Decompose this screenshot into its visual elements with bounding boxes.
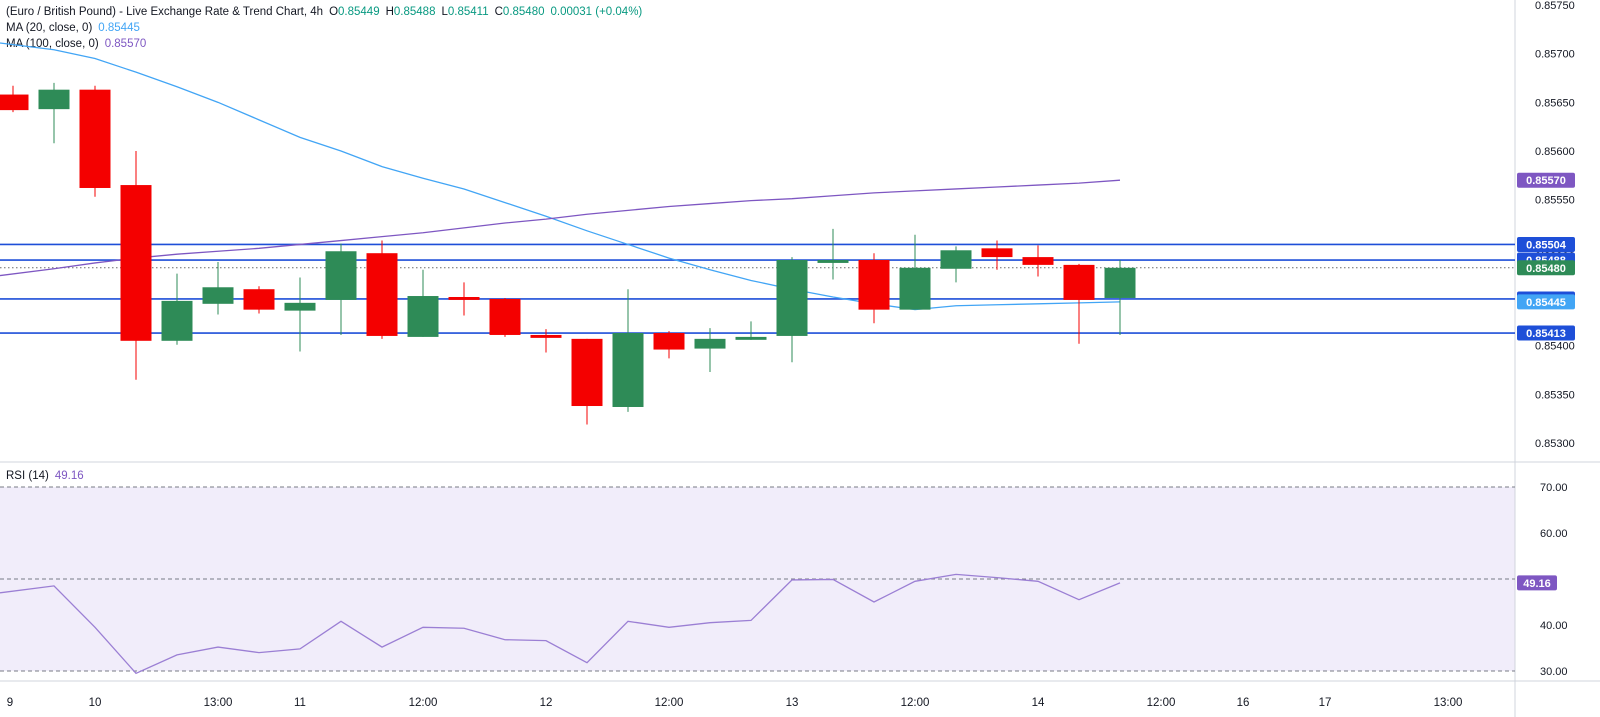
candle-body-down xyxy=(858,260,890,310)
low-label: L xyxy=(441,6,448,18)
candle-body-down xyxy=(366,253,398,336)
open-label: O xyxy=(329,6,339,18)
candle-body-down xyxy=(120,185,152,341)
candle-body-up xyxy=(407,296,439,337)
ma100-line xyxy=(0,179,1121,277)
rsi-value: 49.16 xyxy=(54,470,84,482)
candle-body-up xyxy=(202,287,234,304)
candle-body-down xyxy=(489,298,521,335)
candle-body-up xyxy=(612,333,644,407)
chart-title-row: (Euro / British Pound) - Live Exchange R… xyxy=(6,6,654,18)
time-tick-label: 12:00 xyxy=(409,697,438,709)
price-label: 0.85570 xyxy=(1526,175,1566,187)
candle-body-down xyxy=(981,248,1013,258)
price-label-box xyxy=(1517,172,1575,188)
candle-body-up xyxy=(694,338,726,349)
close-value: 0.85480 xyxy=(502,6,545,18)
rsi-tick-label: 60.00 xyxy=(1540,528,1568,540)
candle-body-down xyxy=(243,289,275,310)
time-tick-label: 17 xyxy=(1319,697,1332,709)
price-label-box xyxy=(1517,325,1575,341)
time-tick-label: 14 xyxy=(1032,697,1045,709)
candle-body-up xyxy=(776,260,808,336)
candle-body-up xyxy=(325,251,357,300)
time-tick-label: 12:00 xyxy=(901,697,930,709)
candle-body-up xyxy=(38,89,70,110)
rsi-legend: RSI (14) 49.16 xyxy=(6,470,84,482)
price-tick-label: 0.85400 xyxy=(1535,341,1575,353)
price-label-box xyxy=(1517,236,1575,252)
open-value: 0.85449 xyxy=(338,6,380,18)
rsi-tick-label: 40.00 xyxy=(1540,620,1568,632)
high-label: H xyxy=(385,6,394,18)
candle-body-down xyxy=(0,94,29,111)
candle-body-up xyxy=(284,302,316,311)
candle-body-down xyxy=(79,89,111,188)
ma20-label: MA (20, close, 0) xyxy=(6,22,93,34)
price-tick-label: 0.85600 xyxy=(1535,146,1575,158)
ma20-line xyxy=(0,42,1121,311)
ma20-value: 0.85445 xyxy=(98,22,140,34)
time-tick-label: 12 xyxy=(540,697,553,709)
time-tick-label: 11 xyxy=(294,697,306,709)
time-tick-label: 13 xyxy=(786,697,799,709)
candle-body-down xyxy=(1063,264,1095,300)
ma20-legend: MA (20, close, 0) 0.85445 xyxy=(6,22,146,34)
candle-body-up xyxy=(735,336,767,340)
rsi-label: RSI (14) xyxy=(6,470,49,482)
price-tick-label: 0.85350 xyxy=(1535,389,1575,401)
price-tick-label: 0.85550 xyxy=(1535,195,1575,207)
candle-body-down xyxy=(653,333,685,350)
ma100-value: 0.85570 xyxy=(104,38,147,50)
chart-title: (Euro / British Pound) - Live Exchange R… xyxy=(6,6,324,18)
price-label: 0.85480 xyxy=(1526,263,1566,275)
price-label: 0.85504 xyxy=(1526,239,1567,251)
time-tick-label: 13:00 xyxy=(1434,697,1463,709)
candle-body-down xyxy=(571,338,603,407)
candle-body-up xyxy=(940,250,972,269)
close-label: C xyxy=(494,6,503,18)
rsi-tick-label: 30.00 xyxy=(1540,666,1568,678)
low-value: 0.85411 xyxy=(447,6,489,18)
candle-body-up xyxy=(817,260,849,263)
candle-body-up xyxy=(899,267,931,310)
rsi-value-label: 49.16 xyxy=(1523,578,1551,590)
rsi-value-box xyxy=(1517,575,1557,591)
time-tick-label: 16 xyxy=(1237,697,1250,709)
price-tick-label: 0.85750 xyxy=(1535,0,1575,12)
change-value: 0.00031 (+0.04%) xyxy=(550,6,643,18)
time-tick-label: 13:00 xyxy=(204,697,233,709)
candle-body-up xyxy=(1104,267,1136,298)
candle-body-down xyxy=(530,334,562,338)
time-tick-label: 10 xyxy=(89,697,102,709)
price-tick-label: 0.85700 xyxy=(1535,49,1575,61)
rsi-line xyxy=(0,573,1121,675)
price-tick-label: 0.85300 xyxy=(1535,438,1575,450)
price-label: 0.85413 xyxy=(1526,328,1566,340)
candle-body-down xyxy=(1022,257,1054,265)
price-tick-label: 0.85650 xyxy=(1535,97,1575,109)
time-tick-label: 12:00 xyxy=(1147,697,1176,709)
price-label-box xyxy=(1517,260,1575,276)
candle-body-up xyxy=(161,300,193,341)
high-value: 0.85488 xyxy=(393,6,436,18)
price-label: 0.85445 xyxy=(1526,297,1566,309)
rsi-tick-label: 70.00 xyxy=(1540,482,1568,494)
time-tick-label: 9 xyxy=(7,697,13,709)
price-label-box xyxy=(1517,294,1575,310)
candle-body-down xyxy=(448,297,480,300)
time-tick-label: 12:00 xyxy=(655,697,684,709)
